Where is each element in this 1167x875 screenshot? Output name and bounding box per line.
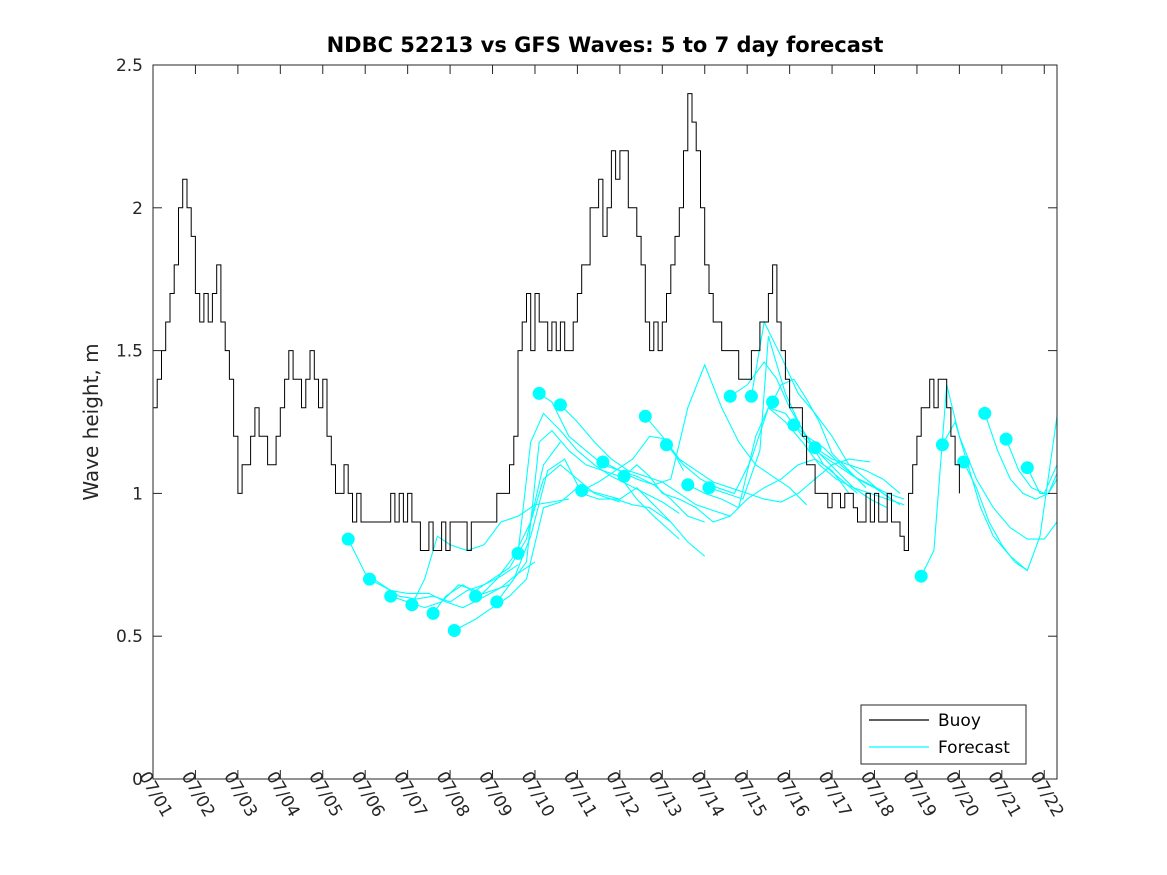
chart-title: NDBC 52213 vs GFS Waves: 5 to 7 day fore… [327, 33, 884, 57]
forecast-line-5 [454, 486, 672, 631]
forecast-marker-27 [999, 432, 1013, 446]
y-tick-label: 0 [132, 770, 143, 790]
y-tick-label: 1 [132, 484, 143, 504]
forecast-marker-1 [363, 572, 376, 586]
forecast-line-19 [750, 320, 901, 506]
y-axis-label: Wave height, m [79, 343, 103, 500]
forecast-line-28 [1026, 467, 1058, 494]
forecast-marker-7 [490, 595, 504, 609]
forecast-marker-3 [405, 598, 419, 612]
forecast-line-7 [496, 458, 706, 603]
plot-area [153, 65, 1057, 779]
forecast-marker-5 [447, 624, 461, 637]
forecast-line-4 [432, 464, 621, 614]
forecast-marker-8 [511, 546, 525, 560]
series-layer [153, 93, 1058, 637]
forecast-marker-11 [575, 484, 589, 497]
legend-box [860, 704, 1027, 765]
buoy-line [153, 93, 960, 551]
y-tick-label: 0.5 [116, 627, 143, 647]
forecast-line-23 [920, 384, 1058, 577]
legend: Buoy Forecast [860, 704, 1027, 765]
forecast-marker-28 [1020, 461, 1034, 475]
forecast-marker-25 [957, 455, 971, 469]
forecast-line-16 [687, 406, 905, 509]
forecast-line-12 [602, 363, 807, 506]
forecast-line-25 [963, 416, 1058, 572]
forecast-line-1 [369, 561, 536, 609]
forecast-marker-14 [638, 409, 652, 423]
forecast-marker-23 [914, 569, 928, 583]
forecast-marker-13 [617, 469, 631, 483]
forecast-line-17 [708, 336, 888, 509]
forecast-marker-21 [787, 418, 801, 432]
legend-label-forecast: Forecast [938, 738, 1010, 758]
forecast-marker-10 [553, 398, 567, 412]
forecast-marker-22 [808, 441, 822, 455]
forecast-marker-12 [596, 455, 610, 469]
forecast-line-0 [347, 538, 519, 603]
forecast-line-27 [1005, 438, 1058, 495]
axes-frame [152, 64, 1058, 780]
forecast-marker-18 [723, 389, 737, 403]
forecast-marker-16 [681, 478, 695, 492]
forecast-marker-9 [532, 386, 546, 400]
forecast-marker-2 [384, 589, 398, 603]
forecast-marker-15 [660, 438, 673, 452]
forecast-marker-17 [702, 481, 716, 495]
forecast-line-20 [772, 378, 867, 489]
forecast-line-22 [814, 447, 901, 494]
forecast-line-10 [560, 404, 731, 517]
legend-label-buoy: Buoy [938, 711, 981, 731]
y-tick-label: 2 [132, 199, 143, 219]
y-tick-label: 2.5 [116, 56, 143, 76]
forecast-marker-24 [935, 438, 949, 452]
forecast-marker-6 [469, 589, 483, 603]
forecast-line-8 [517, 412, 680, 554]
forecast-marker-26 [978, 406, 992, 420]
forecast-marker-19 [744, 389, 758, 403]
forecast-line-14 [644, 415, 871, 503]
y-tick-label: 1.5 [116, 342, 143, 362]
forecast-marker-0 [341, 532, 355, 546]
forecast-line-13 [623, 458, 850, 523]
forecast-marker-4 [426, 606, 440, 620]
forecast-marker-20 [766, 395, 780, 409]
